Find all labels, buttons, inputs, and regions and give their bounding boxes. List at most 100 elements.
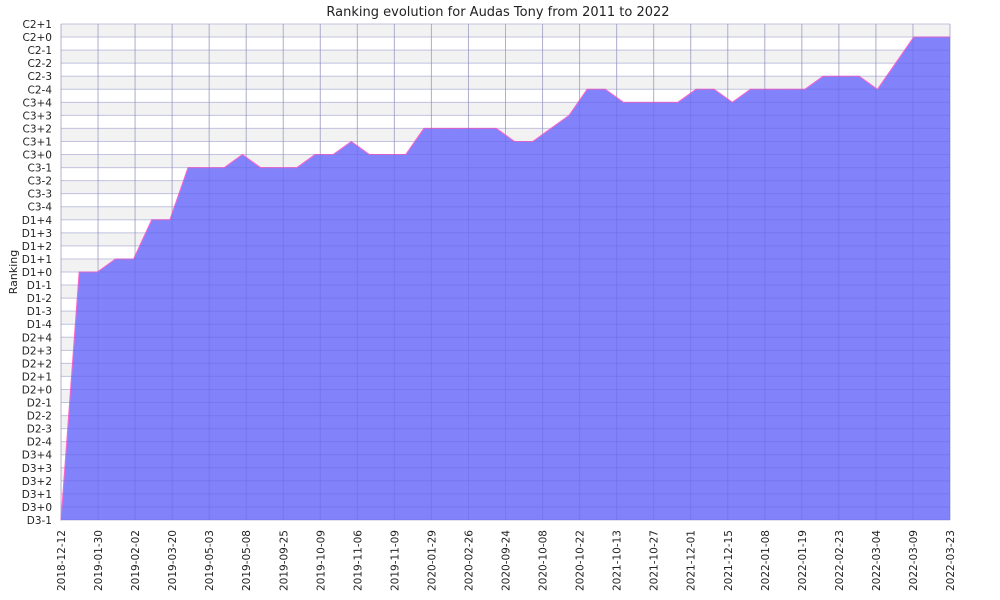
x-tick-label: 2020-01-29 (426, 530, 438, 591)
data-point (132, 258, 135, 260)
y-tick-label: C3-1 (28, 163, 52, 175)
data-point (913, 36, 915, 38)
y-tick-label: D2-3 (27, 424, 52, 436)
y-tick-label: D3+4 (22, 450, 53, 462)
data-point (477, 127, 479, 130)
data-point (405, 153, 407, 156)
y-tick-label: D1+4 (22, 215, 53, 227)
x-tick-label: 2021-10-27 (649, 530, 661, 591)
x-tick-label: 2022-03-09 (908, 530, 920, 591)
data-point (78, 271, 80, 273)
y-tick-label: D2+1 (22, 371, 52, 383)
y-tick-label: D3+0 (22, 502, 52, 514)
data-point (858, 75, 860, 77)
y-tick-label: D2-1 (27, 398, 52, 410)
data-point (495, 127, 498, 130)
x-tick-label: 2021-10-13 (612, 530, 624, 591)
y-tick-label: D2+0 (22, 384, 52, 396)
y-tick-label: C3-3 (28, 189, 52, 201)
data-point (169, 219, 171, 221)
data-point (804, 88, 806, 90)
data-point (786, 88, 788, 90)
x-tick-label: 2022-02-23 (834, 530, 846, 591)
y-tick-label: C3+4 (23, 97, 53, 109)
y-tick-label: C2-2 (28, 58, 52, 70)
y-tick-label: C2-4 (28, 84, 53, 96)
data-point (550, 127, 552, 130)
y-tick-label: D2-2 (27, 411, 52, 423)
area-fill (61, 37, 950, 521)
data-point (767, 88, 770, 90)
x-tick-label: 2019-05-08 (241, 530, 253, 591)
data-point (949, 36, 951, 38)
x-tick-label: 2019-02-02 (130, 530, 142, 591)
y-tick-label: D1+1 (22, 254, 52, 266)
y-tick-label: D2+3 (22, 345, 52, 357)
data-point (368, 153, 371, 156)
x-tick-labels: 2018-12-12 2019-01-30 2019-02-02 2019-03-20… (56, 530, 957, 591)
y-tick-label: D1+2 (22, 241, 52, 253)
data-point (677, 101, 679, 103)
data-point (205, 166, 207, 169)
data-point (441, 127, 443, 130)
y-tick-label: D1-4 (27, 319, 53, 331)
x-tick-label: 2022-01-19 (797, 530, 809, 591)
data-point (568, 114, 570, 116)
area-layer (60, 23, 951, 521)
x-tick-label: 2019-10-09 (315, 530, 327, 591)
data-point (259, 166, 262, 169)
data-point (187, 166, 189, 169)
y-tick-label: D1-3 (27, 306, 52, 318)
data-point (659, 101, 661, 103)
data-point (350, 140, 352, 143)
y-tick-label: C3+1 (23, 136, 53, 148)
x-tick-label: 2019-11-09 (389, 530, 401, 591)
x-tick-label: 2019-09-25 (278, 530, 290, 591)
x-tick-label: 2020-09-24 (501, 530, 513, 591)
data-point (386, 153, 389, 156)
data-point (332, 153, 334, 156)
data-point (423, 127, 425, 130)
data-point (840, 75, 842, 77)
data-point (96, 271, 98, 273)
data-point (695, 88, 697, 90)
y-tick-label: C2+0 (23, 32, 53, 44)
data-point (532, 140, 534, 143)
y-tick-label: D1+0 (22, 267, 52, 279)
data-point (241, 153, 244, 156)
y-tick-label: D2+4 (22, 332, 53, 344)
y-tick-labels: D3-1D3+0D3+1D3+2D3+3D3+4D2-4D2-3D2-2D2-1… (22, 19, 53, 527)
y-tick-label: C3+2 (23, 123, 53, 135)
data-point (223, 166, 225, 169)
x-tick-label: 2021-12-01 (686, 530, 698, 591)
y-tick-label: D3+3 (22, 463, 52, 475)
x-tick-label: 2022-01-08 (760, 530, 772, 591)
data-point (604, 88, 606, 90)
y-tick-label: C2-3 (28, 71, 52, 83)
y-tick-label: C3-4 (28, 202, 53, 214)
y-tick-label: D1-1 (27, 280, 52, 292)
x-tick-label: 2022-03-23 (945, 530, 957, 591)
data-point (296, 166, 298, 169)
data-point (278, 166, 280, 169)
data-point (513, 140, 516, 143)
data-point (749, 88, 752, 90)
data-point (622, 101, 625, 103)
data-point (314, 153, 316, 156)
y-axis-label: Ranking (7, 250, 20, 295)
data-point (151, 219, 153, 221)
data-point (931, 36, 933, 38)
x-tick-label: 2019-05-03 (204, 530, 216, 591)
x-tick-label: 2021-12-15 (723, 530, 735, 591)
x-tick-label: 2019-03-20 (167, 530, 179, 591)
y-tick-label: D3+1 (22, 489, 52, 501)
series-line (60, 36, 950, 521)
x-tick-label: 2020-02-26 (463, 530, 475, 591)
data-point (459, 127, 461, 130)
x-tick-label: 2018-12-12 (56, 530, 68, 591)
x-tick-label: 2019-11-06 (352, 530, 364, 591)
y-tick-label: D2+2 (22, 358, 52, 370)
y-tick-label: D1-2 (27, 293, 52, 305)
y-tick-label: D1+3 (22, 228, 52, 240)
